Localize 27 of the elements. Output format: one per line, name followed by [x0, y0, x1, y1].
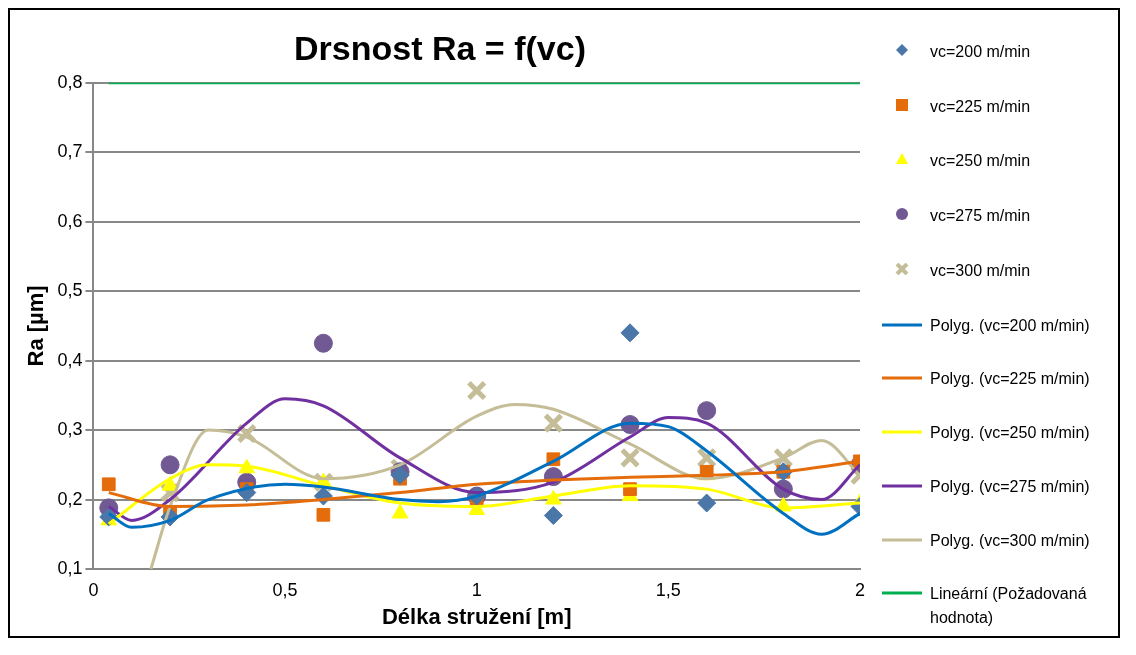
legend-label: Polyg. (vc=300 m/min) [930, 530, 1090, 551]
legend-label: Polyg. (vc=275 m/min) [930, 476, 1090, 497]
y-tick-label: 0,1 [57, 557, 83, 578]
legend-label: vc=300 m/min [930, 260, 1031, 281]
x-tick-label: 1 [471, 579, 482, 600]
y-tick-label: 0,7 [57, 141, 83, 162]
x-axis-title: Délka stružení [m] [381, 603, 572, 629]
legend-label: vc=250 m/min [930, 151, 1031, 172]
legend-label: vc=225 m/min [930, 96, 1031, 117]
legend-label: Polyg. (vc=250 m/min) [930, 423, 1090, 444]
x-tick-label: 0,5 [272, 579, 298, 600]
y-tick-label: 0,4 [57, 349, 83, 370]
legend-label: Polyg. (vc=200 m/min) [930, 315, 1090, 336]
legend-label: vc=275 m/min [930, 206, 1031, 227]
y-tick-label: 0,8 [57, 71, 83, 92]
y-tick-label: 0,6 [57, 210, 83, 231]
x-tick-label: 1,5 [655, 579, 681, 600]
y-tick-label: 0,3 [57, 419, 83, 440]
y-axis-title: Ra [µm] [23, 285, 49, 367]
chart-title: Drsnost Ra = f(vc) [294, 28, 586, 67]
x-tick-label: 0 [88, 579, 99, 600]
legend-label: Lineární (Požadovaná hodnota) [930, 584, 1088, 629]
legend-label: Polyg. (vc=225 m/min) [930, 369, 1090, 390]
y-tick-label: 0,5 [57, 280, 83, 301]
y-tick-label: 0,2 [57, 488, 83, 509]
legend-label: vc=200 m/min [930, 42, 1031, 62]
x-tick-label: 2 [854, 579, 866, 600]
